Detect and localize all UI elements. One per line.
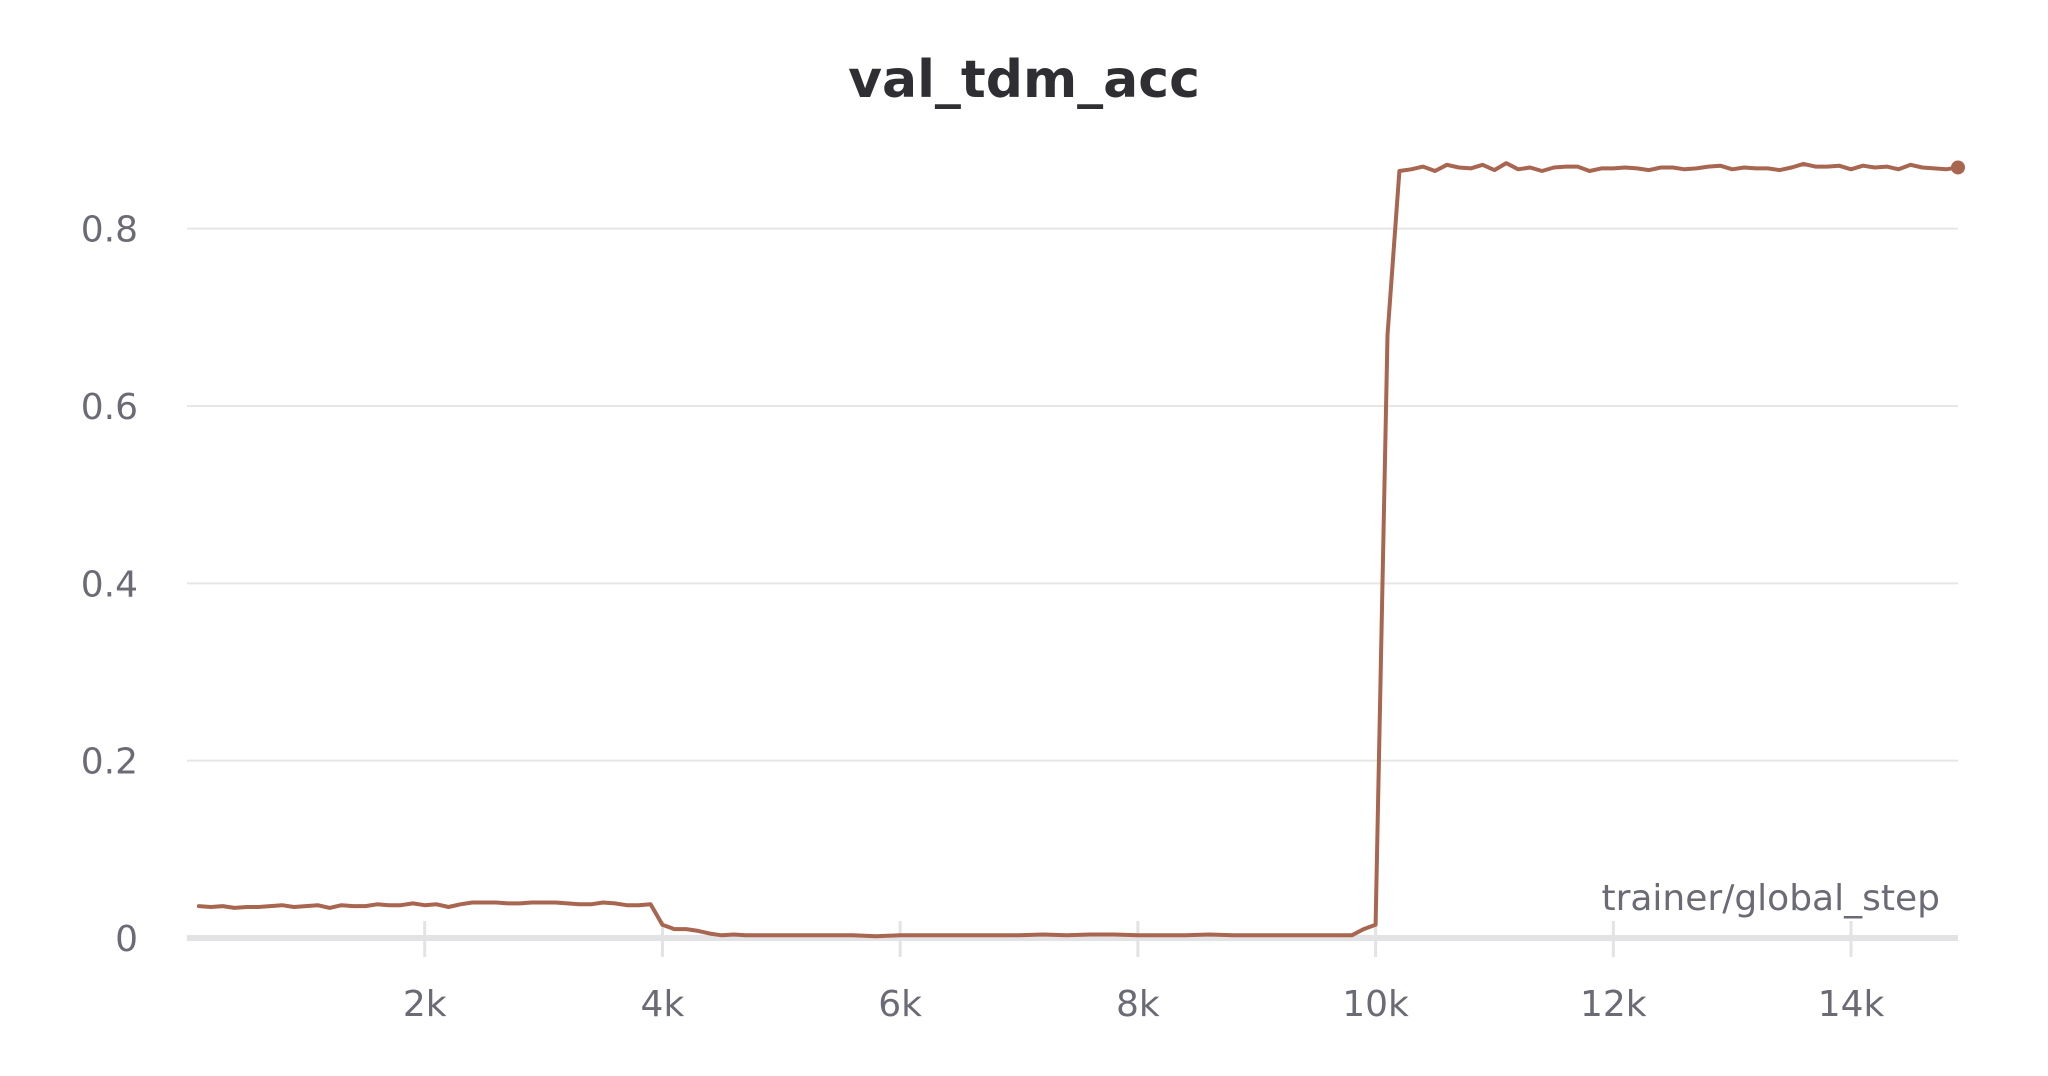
- x-axis-ticks: 2k 4k 6k 8k 10k 12k 14k: [403, 921, 1885, 1025]
- y-tick-label: 0.4: [81, 564, 138, 605]
- series-last-point: [1951, 160, 1965, 175]
- x-tick-label: 4k: [641, 984, 685, 1025]
- y-tick-label: 0.6: [81, 387, 138, 428]
- series-group: [196, 160, 1965, 939]
- y-tick-label: 0: [115, 919, 138, 960]
- x-tick-label: 8k: [1116, 984, 1160, 1025]
- series-line: [196, 161, 1960, 939]
- x-tick-label: 2k: [403, 984, 447, 1025]
- x-tick-label: 14k: [1818, 984, 1885, 1025]
- x-tick-label: 6k: [878, 984, 922, 1025]
- x-tick-label: 10k: [1342, 984, 1409, 1025]
- y-axis-ticks: 0 0.2 0.4 0.6 0.8: [81, 210, 138, 960]
- grid-lines: [187, 227, 1958, 762]
- x-axis-label: trainer/global_step: [1601, 878, 1940, 919]
- chart-title: val_tdm_acc: [848, 50, 1200, 110]
- y-tick-label: 0.2: [81, 742, 138, 783]
- x-tick-label: 12k: [1580, 984, 1647, 1025]
- y-tick-label: 0.8: [81, 210, 138, 251]
